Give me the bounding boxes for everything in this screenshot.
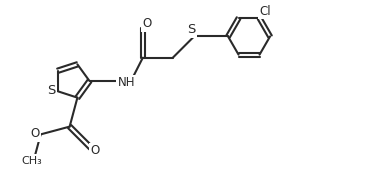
Text: O: O [30,127,39,140]
Text: NH: NH [118,76,135,89]
Text: S: S [46,84,55,97]
Text: O: O [142,17,152,30]
Text: Cl: Cl [260,5,271,18]
Text: CH₃: CH₃ [22,156,42,166]
Text: O: O [90,144,99,157]
Text: S: S [187,23,195,36]
